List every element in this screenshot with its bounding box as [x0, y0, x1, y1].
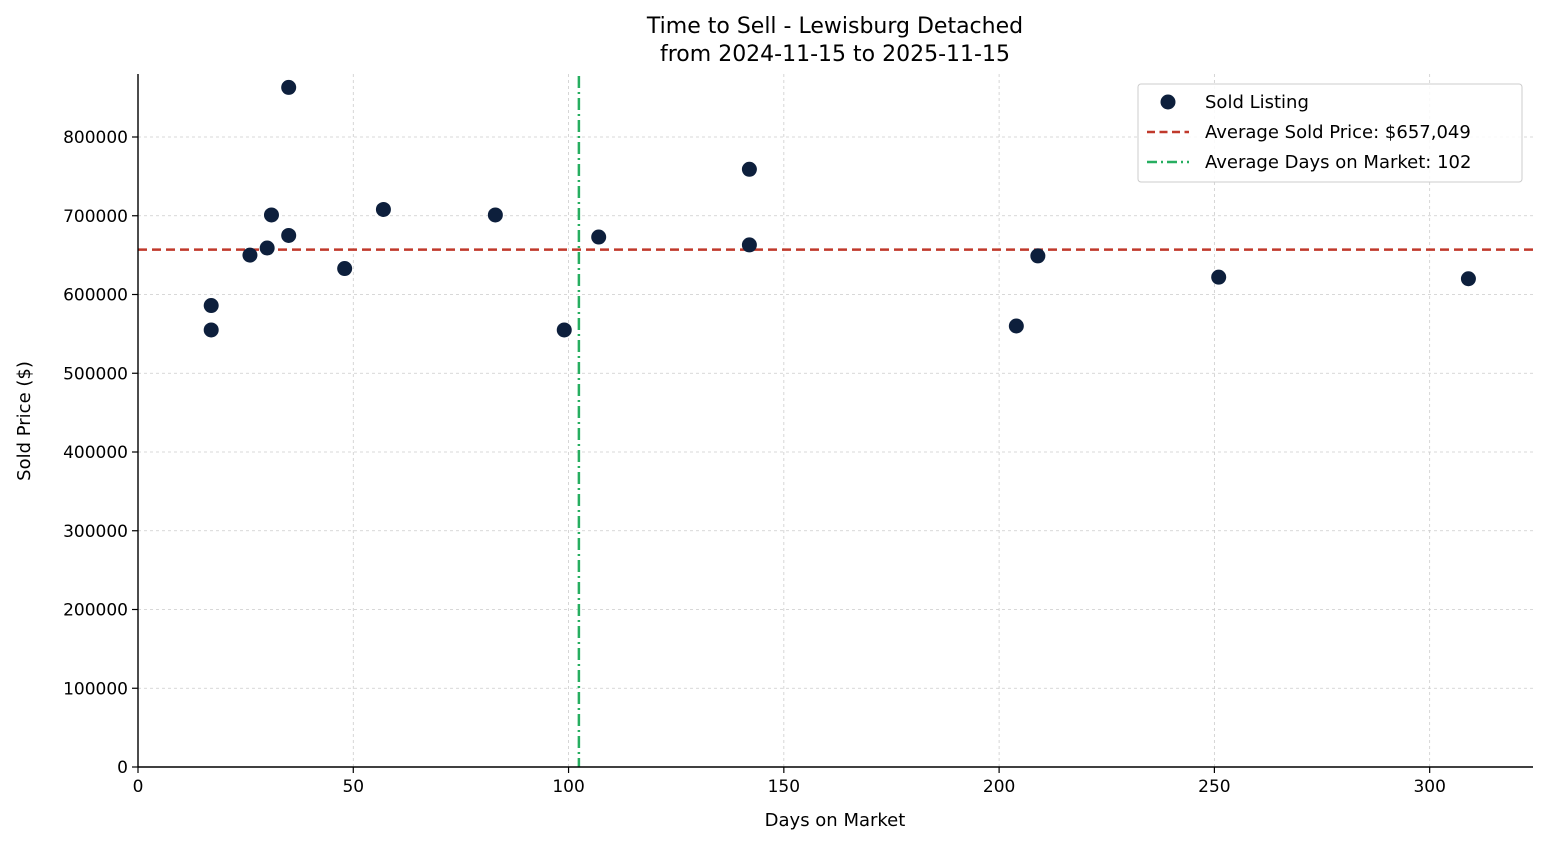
data-point [1460, 271, 1476, 287]
x-tick-label: 50 [342, 777, 364, 797]
y-tick-label: 200000 [63, 601, 128, 621]
data-point [203, 322, 219, 338]
data-point [337, 261, 353, 277]
x-tick-label: 150 [768, 777, 800, 797]
legend-label-average-price: Average Sold Price: $657,049 [1205, 122, 1471, 143]
y-tick-label: 0 [117, 758, 128, 778]
y-tick-label: 500000 [63, 364, 128, 384]
data-point [281, 79, 297, 95]
data-point [263, 207, 279, 223]
y-tick-label: 600000 [63, 286, 128, 306]
x-axis-label: Days on Market [765, 810, 906, 831]
data-point [487, 207, 503, 223]
data-point [259, 240, 275, 256]
x-tick-label: 200 [983, 777, 1015, 797]
chart-subtitle: from 2024-11-15 to 2025-11-15 [660, 42, 1010, 67]
legend: Sold Listing Average Sold Price: $657,04… [1137, 83, 1523, 183]
data-point [242, 247, 258, 263]
legend-label-average-days: Average Days on Market: 102 [1205, 152, 1471, 173]
y-tick-label: 100000 [63, 679, 128, 699]
axes [137, 74, 1533, 768]
y-tick-label: 300000 [63, 522, 128, 542]
data-point [203, 298, 219, 314]
x-tick-label: 250 [1198, 777, 1230, 797]
x-ticks: 0 50 100 150 200 250 300 [133, 767, 1446, 797]
y-axis-label: Sold Price ($) [14, 361, 35, 481]
data-point [591, 229, 607, 245]
x-tick-label: 0 [133, 777, 144, 797]
data-point [1008, 318, 1024, 334]
legend-marker-sold-listing [1160, 94, 1176, 110]
data-point [741, 237, 757, 253]
data-points [203, 79, 1476, 338]
y-tick-label: 400000 [63, 443, 128, 463]
data-point [1211, 269, 1227, 285]
y-tick-label: 700000 [63, 207, 128, 227]
data-point [1030, 248, 1046, 264]
y-ticks: 0 100000 200000 300000 400000 500000 600000 700… [63, 128, 138, 778]
x-tick-label: 100 [552, 777, 584, 797]
data-point [375, 201, 391, 217]
legend-frame [1137, 83, 1523, 183]
legend-label-sold-listing: Sold Listing [1205, 92, 1309, 113]
y-tick-label: 800000 [63, 128, 128, 148]
data-point [741, 161, 757, 177]
x-tick-label: 300 [1413, 777, 1445, 797]
data-point [556, 322, 572, 338]
reference-lines [138, 76, 1533, 767]
data-point [281, 227, 297, 243]
chart-title: Time to Sell - Lewisburg Detached [646, 14, 1023, 39]
